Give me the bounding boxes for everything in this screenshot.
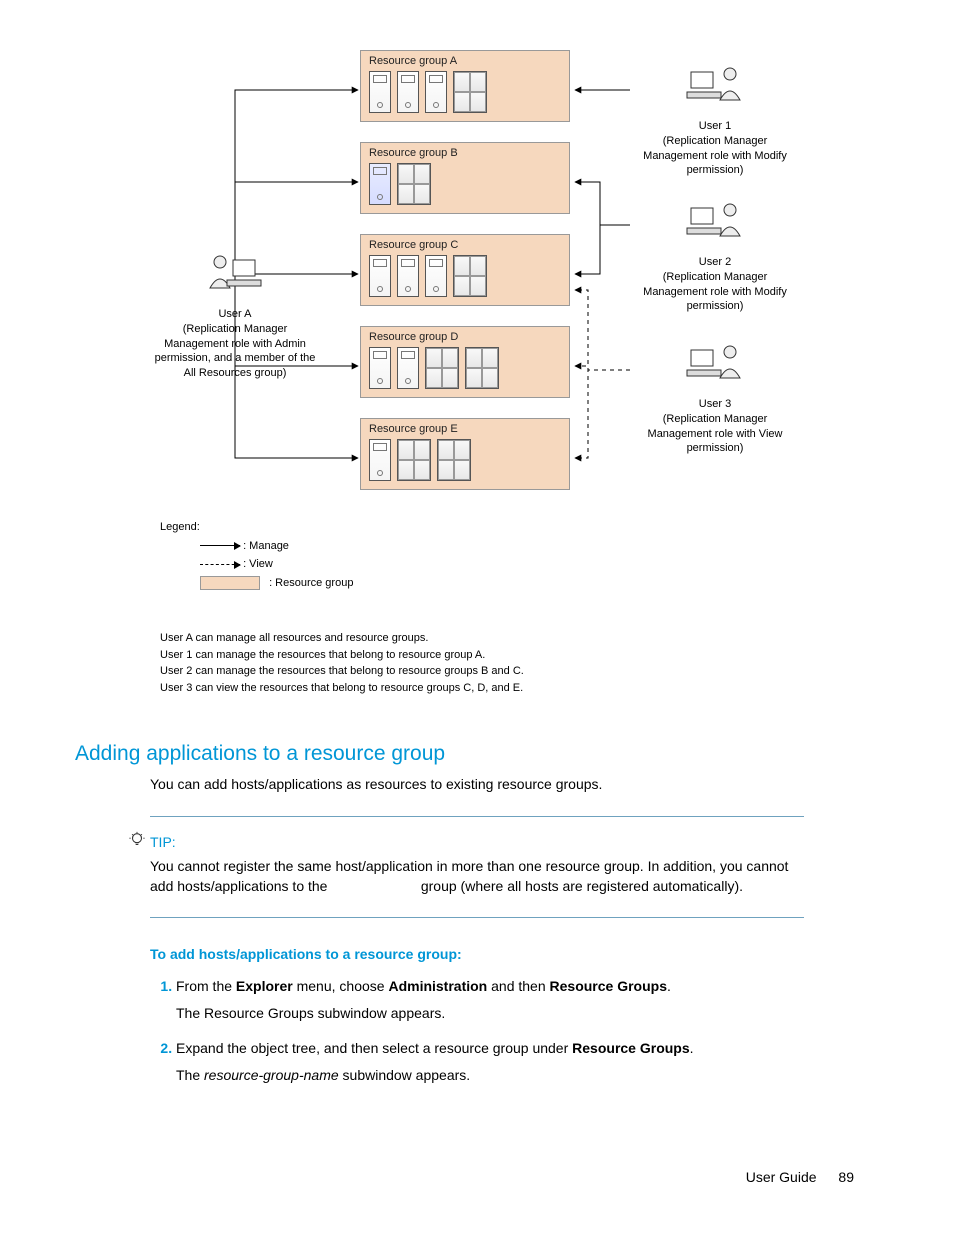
user-2-block: User 2 (Replication Manager Management r… — [630, 198, 800, 314]
legend-swatch — [200, 576, 260, 590]
section-heading: Adding applications to a resource group — [75, 742, 445, 766]
user-3-name: User 3 — [630, 397, 800, 412]
procedure-steps: From the Explorer menu, choose Administr… — [150, 976, 804, 1100]
tip-text-post: group (where all hosts are registered au… — [421, 878, 743, 894]
resource-group-box: Resource group A — [360, 50, 570, 122]
resource-group-box: Resource group C — [360, 234, 570, 306]
page-number: 89 — [838, 1169, 854, 1185]
server-tower-icon — [397, 347, 419, 389]
resource-group-diagram: Resource group A Resource group B Resource… — [140, 50, 820, 720]
storage-array-icon — [397, 439, 431, 481]
storage-array-icon — [437, 439, 471, 481]
resource-group-box: Resource group B — [360, 142, 570, 214]
user-1-block: User 1 (Replication Manager Management r… — [630, 62, 800, 178]
legend: Legend: : Manage : View : Resource group — [160, 518, 353, 593]
resource-group-label: Resource group E — [369, 423, 561, 435]
note-line: User 3 can view the resources that belon… — [160, 680, 524, 697]
user-3-block: User 3 (Replication Manager Management r… — [630, 340, 800, 456]
step-1-sub: The Resource Groups subwindow appears. — [176, 1003, 804, 1024]
user-1-name: User 1 — [630, 119, 800, 134]
storage-array-icon — [453, 71, 487, 113]
storage-array-icon — [465, 347, 499, 389]
server-tower-icon — [425, 255, 447, 297]
server-tower-icon — [369, 163, 391, 205]
resource-group-label: Resource group C — [369, 239, 561, 251]
diagram-notes: User A can manage all resources and reso… — [160, 630, 524, 696]
user-icon — [685, 62, 745, 112]
resource-group-label: Resource group A — [369, 55, 561, 67]
step-2: Expand the object tree, and then select … — [176, 1038, 804, 1086]
legend-rg: : Resource group — [269, 577, 353, 589]
user-3-desc: (Replication Manager Management role wit… — [630, 412, 800, 457]
user-1-desc: (Replication Manager Management role wit… — [630, 134, 800, 179]
server-tower-icon — [369, 439, 391, 481]
step-2-sub: The resource-group-name subwindow appear… — [176, 1065, 804, 1086]
legend-arrow-solid — [200, 545, 240, 546]
user-a-name: User A — [150, 307, 320, 322]
note-line: User 1 can manage the resources that bel… — [160, 647, 524, 664]
user-2-desc: (Replication Manager Management role wit… — [630, 270, 800, 315]
user-icon — [685, 340, 745, 390]
server-tower-icon — [369, 71, 391, 113]
note-line: User 2 can manage the resources that bel… — [160, 663, 524, 680]
footer-title: User Guide — [746, 1169, 817, 1185]
resource-group-box: Resource group D — [360, 326, 570, 398]
lightbulb-icon — [128, 831, 146, 849]
user-2-name: User 2 — [630, 255, 800, 270]
server-tower-icon — [397, 71, 419, 113]
server-tower-icon — [425, 71, 447, 113]
resource-group-label: Resource group D — [369, 331, 561, 343]
user-icon — [685, 198, 745, 248]
server-tower-icon — [369, 255, 391, 297]
page-footer: User Guide 89 — [746, 1169, 854, 1185]
legend-title: Legend: — [160, 518, 353, 537]
intro-text: You can add hosts/applications as resour… — [150, 774, 804, 794]
storage-array-icon — [397, 163, 431, 205]
resource-group-label: Resource group B — [369, 147, 561, 159]
legend-manage: : Manage — [243, 540, 289, 552]
legend-arrow-dashed — [200, 564, 240, 565]
tip-body: You cannot register the same host/applic… — [150, 856, 804, 897]
server-tower-icon — [397, 255, 419, 297]
storage-array-icon — [425, 347, 459, 389]
server-tower-icon — [369, 347, 391, 389]
user-a-desc: (Replication Manager Management role wit… — [150, 322, 320, 381]
tip-label: TIP: — [150, 834, 176, 850]
tip-divider-bottom — [150, 917, 804, 918]
tip-divider-top — [150, 816, 804, 817]
legend-view: : View — [243, 558, 273, 570]
step-1: From the Explorer menu, choose Administr… — [176, 976, 804, 1024]
resource-group-box: Resource group E — [360, 418, 570, 490]
note-line: User A can manage all resources and reso… — [160, 630, 524, 647]
storage-array-icon — [453, 255, 487, 297]
procedure-subhead: To add hosts/applications to a resource … — [150, 946, 462, 962]
user-icon — [205, 250, 265, 300]
user-a-block: User A (Replication Manager Management r… — [150, 250, 320, 381]
